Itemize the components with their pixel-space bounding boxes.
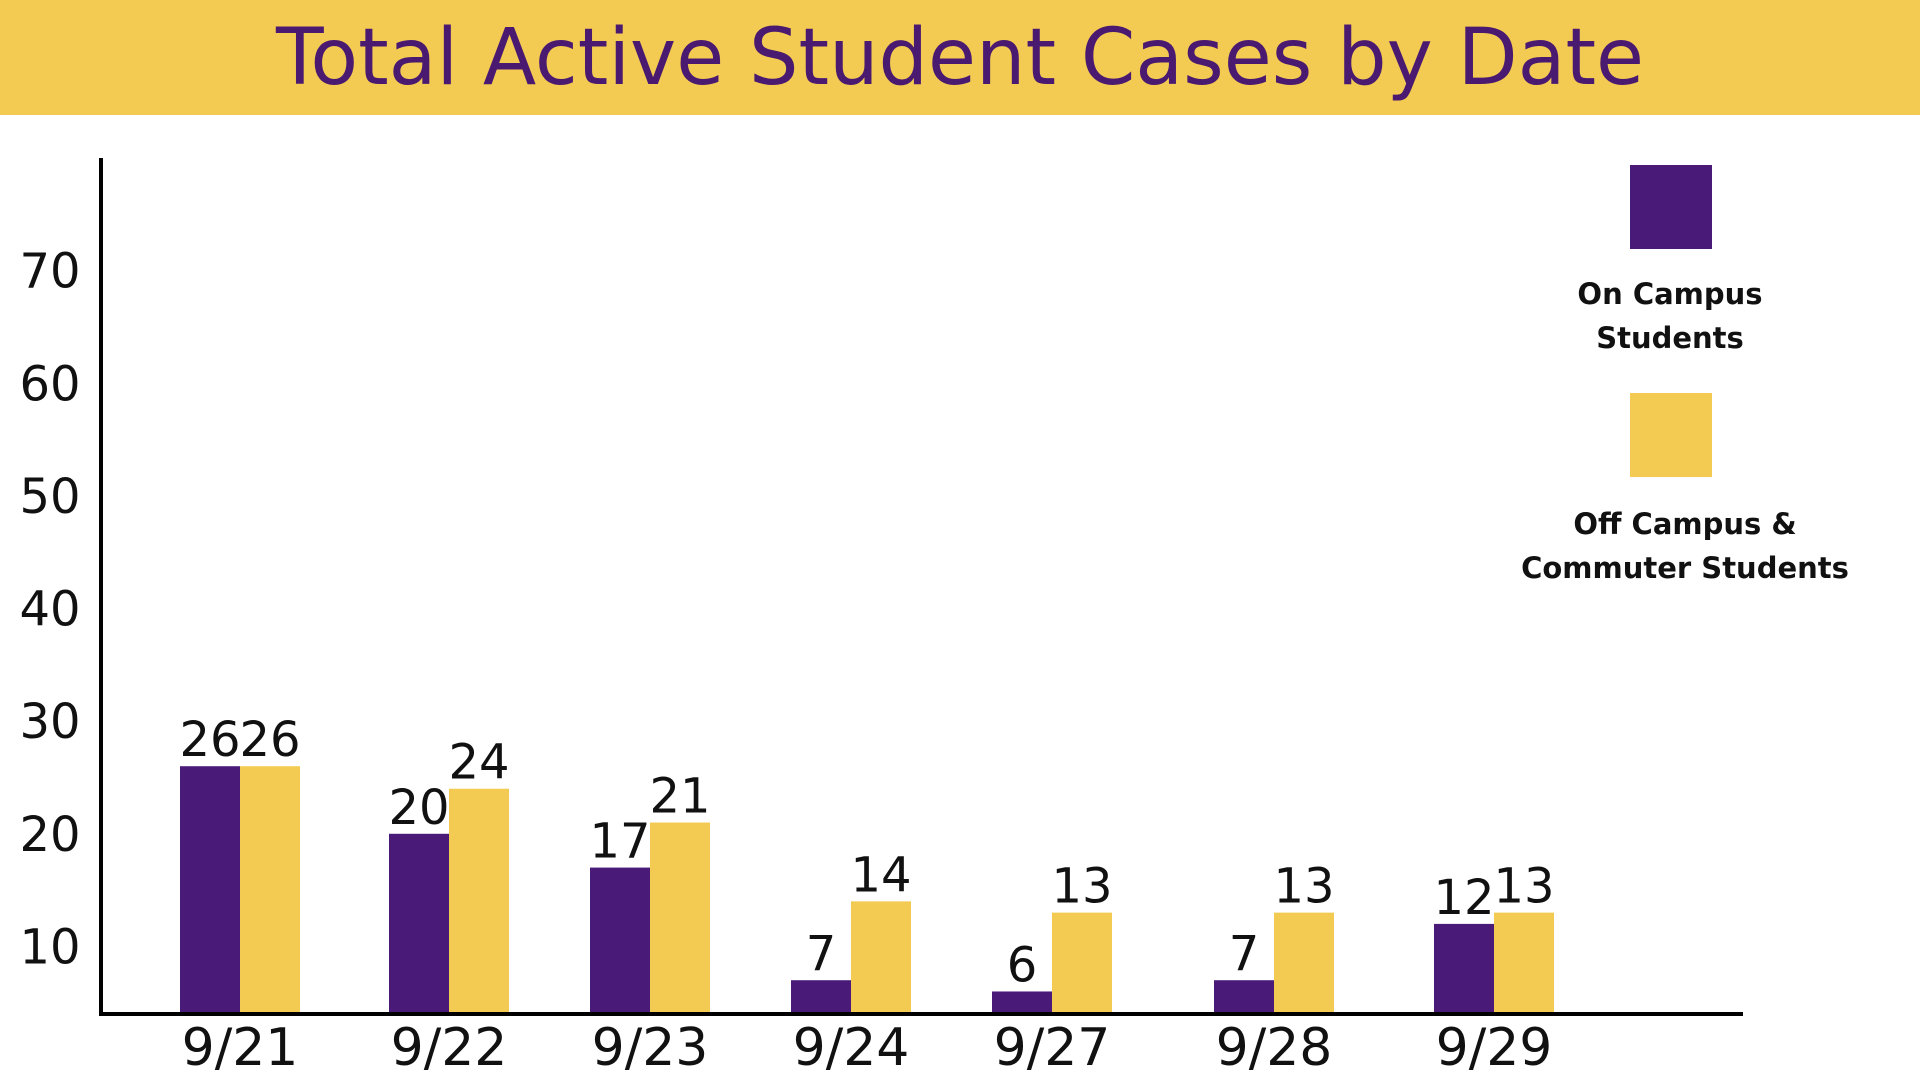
chart-title: Total Active Student Cases by Date	[275, 12, 1645, 103]
y-tick-label: 70	[19, 244, 80, 300]
bar-on-campus-9-22	[389, 833, 449, 1014]
bar-on-campus-9-27	[992, 991, 1052, 1014]
legend-label-off-campus: Off Campus & Commuter Students	[1521, 507, 1849, 585]
data-label: 6	[1007, 937, 1038, 993]
data-label: 24	[448, 735, 509, 791]
bar-on-campus-9-24	[791, 980, 851, 1014]
bar-off-campus-9-22	[449, 788, 509, 1014]
bar-on-campus-9-21	[180, 766, 240, 1014]
legend-label-on-campus: On Campus Students	[1577, 277, 1763, 355]
data-label: 14	[850, 847, 911, 903]
y-axis-ticks: 10 20 30 40 50 60 70	[19, 244, 80, 976]
legend-swatch-on-campus	[1630, 165, 1712, 249]
data-label: 26	[179, 712, 240, 768]
title-bar: Total Active Student Cases by Date	[0, 0, 1920, 115]
bar-off-campus-9-23	[650, 822, 710, 1014]
data-label: 12	[1433, 870, 1494, 926]
data-label: 26	[239, 712, 300, 768]
y-tick-label: 50	[19, 469, 80, 525]
data-label: 7	[806, 926, 837, 982]
y-tick-label: 60	[19, 356, 80, 412]
x-tick-label: 9/29	[1436, 1018, 1553, 1078]
bars-group	[180, 766, 1554, 1014]
y-tick-label: 30	[19, 694, 80, 750]
bar-on-campus-9-29	[1434, 923, 1494, 1014]
bar-off-campus-9-21	[240, 766, 300, 1014]
bar-off-campus-9-28	[1274, 912, 1334, 1014]
y-tick-label: 40	[19, 582, 80, 638]
bar-off-campus-9-29	[1494, 912, 1554, 1014]
x-axis-ticks: 9/21 9/22 9/23 9/24 9/27 9/28 9/29	[182, 1018, 1553, 1078]
data-label: 7	[1229, 926, 1260, 982]
bar-on-campus-9-28	[1214, 980, 1274, 1014]
bar-off-campus-9-27	[1052, 912, 1112, 1014]
legend-swatch-off-campus	[1630, 393, 1712, 477]
data-label: 13	[1493, 859, 1554, 915]
x-tick-label: 9/21	[182, 1018, 299, 1078]
y-tick-label: 10	[19, 919, 80, 975]
data-label: 20	[388, 780, 449, 836]
y-tick-label: 20	[19, 807, 80, 863]
x-tick-label: 9/22	[391, 1018, 508, 1078]
x-tick-label: 9/28	[1216, 1018, 1333, 1078]
data-label: 21	[649, 769, 710, 825]
x-tick-label: 9/24	[793, 1018, 910, 1078]
data-label: 17	[589, 814, 650, 870]
bar-on-campus-9-23	[590, 867, 650, 1014]
x-tick-label: 9/23	[592, 1018, 709, 1078]
data-label: 13	[1273, 859, 1334, 915]
data-label: 13	[1051, 859, 1112, 915]
bar-off-campus-9-24	[851, 901, 911, 1014]
x-tick-label: 9/27	[994, 1018, 1111, 1078]
